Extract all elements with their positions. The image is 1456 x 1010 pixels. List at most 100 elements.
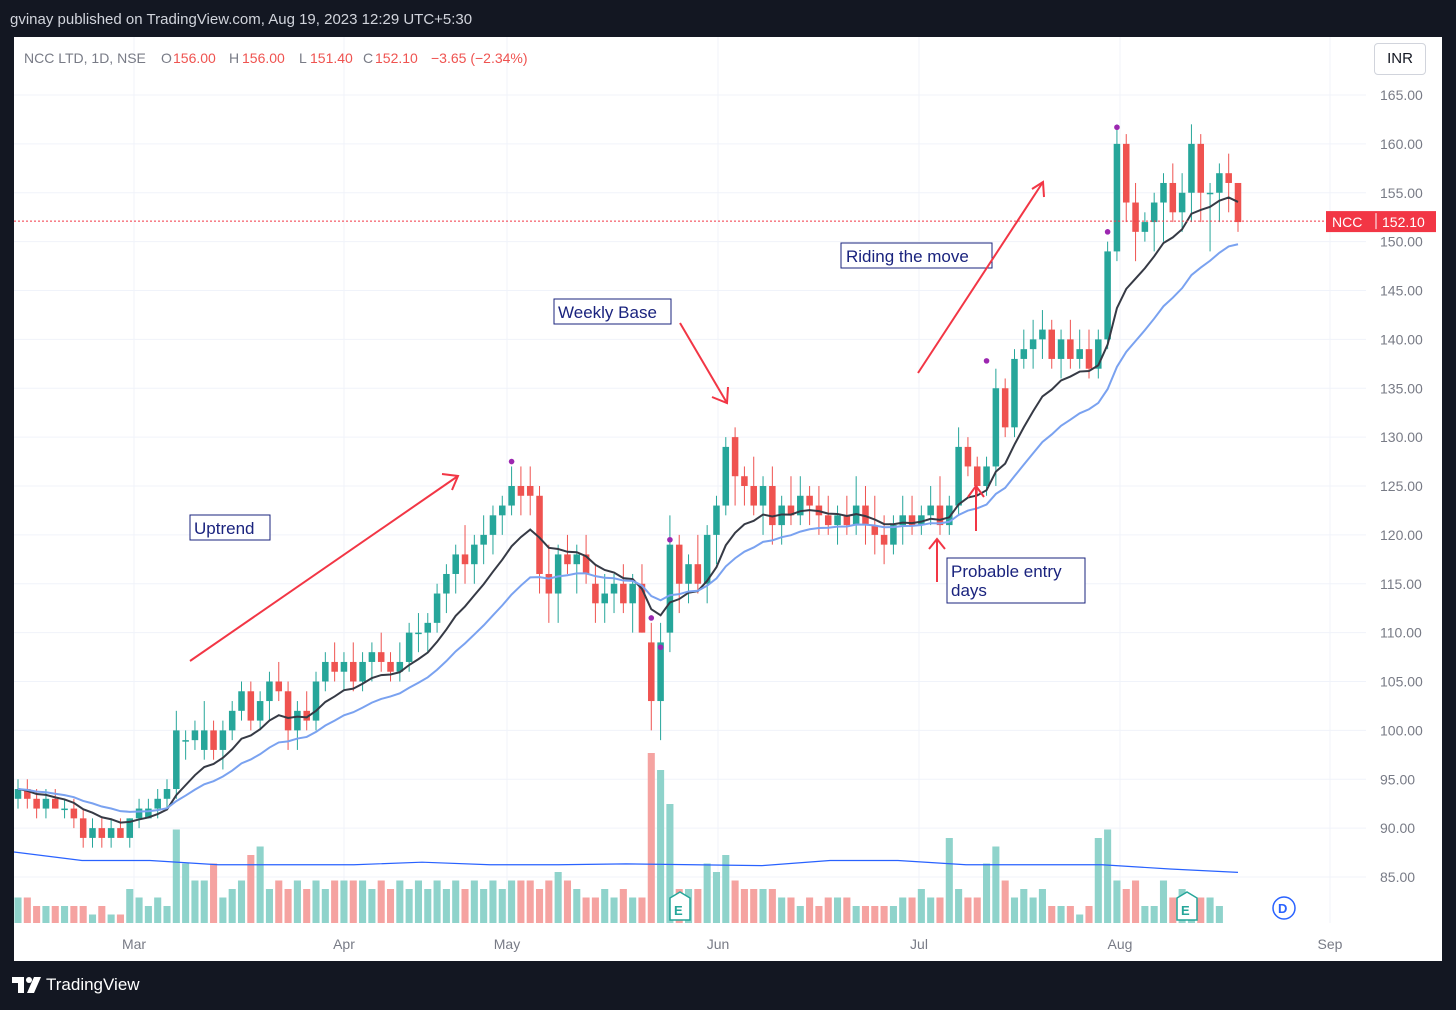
- earnings-marker-2[interactable]: E: [1176, 891, 1198, 921]
- volume-bars: [14, 753, 1223, 923]
- candle-body: [89, 828, 96, 838]
- volume-bar: [601, 889, 609, 923]
- candle-body: [918, 515, 925, 526]
- volume-bar: [424, 889, 432, 923]
- candle-body: [731, 437, 739, 477]
- annotation-riding-the-move[interactable]: Riding the move: [840, 242, 993, 269]
- volume-bar: [1057, 906, 1065, 923]
- candle-body: [322, 661, 329, 682]
- volume-bar: [1197, 897, 1205, 923]
- volume-bar: [321, 889, 329, 923]
- svg-text:E: E: [674, 903, 683, 918]
- price-axis[interactable]: 85.00 90.00 95.00 100.00 105.00 110.00 115.00 1…: [1380, 87, 1423, 885]
- candle-body: [536, 495, 543, 574]
- candle-body: [890, 525, 897, 545]
- candle-body: [573, 554, 581, 565]
- currency-button[interactable]: INR: [1374, 43, 1426, 75]
- signal-dot: [648, 615, 655, 621]
- price-chart[interactable]: NCC LTD, 1D, NSE O 156.00 H 156.00 L 151…: [14, 37, 1442, 961]
- candle-body: [424, 622, 432, 633]
- tradingview-logo-icon: [12, 977, 41, 993]
- volume-bar: [545, 880, 553, 923]
- candle-body: [1011, 358, 1018, 428]
- uptrend-arrow: [189, 475, 459, 662]
- candle-body: [126, 818, 134, 838]
- candle-body: [648, 642, 655, 702]
- candle-body: [1188, 143, 1195, 193]
- volume-bar: [303, 889, 311, 923]
- volume-bar: [1206, 897, 1214, 923]
- candle-body: [359, 661, 366, 682]
- volume-bar: [582, 897, 590, 923]
- volume-bar: [191, 880, 199, 923]
- volume-bar: [927, 897, 935, 923]
- price-tick: 150.00: [1380, 234, 1423, 250]
- volume-bar: [945, 838, 953, 923]
- volume-bar: [908, 897, 916, 923]
- price-tick: 135.00: [1380, 380, 1423, 396]
- volume-bar: [126, 889, 134, 923]
- volume-bar: [228, 889, 236, 923]
- volume-bar: [610, 897, 618, 923]
- candle-body: [191, 730, 199, 741]
- volume-bar: [1215, 906, 1223, 923]
- price-tick: 120.00: [1380, 527, 1423, 543]
- volume-bar: [768, 889, 776, 923]
- time-axis[interactable]: Mar Apr May Jun Jul Aug Sep: [122, 936, 1343, 952]
- annotation-probable-entry[interactable]: Probable entry days: [946, 557, 1086, 604]
- candle-body: [722, 446, 730, 506]
- volume-bar: [1094, 838, 1102, 923]
- candle-body: [666, 544, 674, 633]
- candle-body: [98, 828, 106, 838]
- high-value: 156.00: [242, 50, 285, 66]
- candle-body: [508, 486, 515, 506]
- candle-body: [480, 534, 487, 545]
- candle-body: [685, 564, 692, 584]
- volume-bar: [377, 880, 385, 923]
- publisher-text: gvinay published on TradingView.com, Aug…: [10, 11, 473, 28]
- volume-bar: [629, 897, 637, 923]
- candle-body: [312, 681, 320, 721]
- candle-body: [201, 730, 208, 750]
- candle-body: [759, 486, 767, 506]
- volume-bar: [703, 863, 711, 923]
- candle-body: [70, 808, 78, 819]
- candle-body: [331, 661, 338, 672]
- annotation-uptrend[interactable]: Uptrend: [189, 514, 271, 541]
- publisher-header: gvinay published on TradingView.com, Aug…: [0, 0, 1456, 40]
- candle-body: [955, 446, 962, 506]
- candle-body: [1104, 251, 1111, 340]
- candle-body: [415, 632, 422, 635]
- volume-bar: [973, 897, 981, 923]
- volume-bar: [1038, 889, 1046, 923]
- candle-body: [1095, 339, 1102, 369]
- volume-bar: [554, 872, 562, 923]
- candle-body: [1067, 339, 1074, 359]
- annotation-weekly-base[interactable]: Weekly Base: [553, 298, 672, 325]
- candle-body: [154, 798, 161, 809]
- candle-body: [713, 505, 720, 535]
- dividend-marker[interactable]: D: [1272, 896, 1296, 920]
- candle-body: [210, 730, 217, 750]
- candle-body: [14, 789, 22, 799]
- volume-bar: [964, 897, 972, 923]
- candle-body: [489, 515, 497, 535]
- chart-panel[interactable]: NCC LTD, 1D, NSE O 156.00 H 156.00 L 151…: [14, 37, 1442, 961]
- last-price-tag: NCC 152.10: [1326, 211, 1436, 233]
- earnings-marker-1[interactable]: E: [669, 891, 691, 921]
- candle-body: [517, 486, 525, 496]
- volume-bar: [414, 880, 422, 923]
- price-tick: 100.00: [1380, 722, 1423, 738]
- price-tick: 125.00: [1380, 478, 1423, 494]
- candle-body: [443, 573, 450, 594]
- volume-bar: [843, 897, 851, 923]
- volume-bar: [489, 880, 497, 923]
- time-tick: Mar: [122, 936, 146, 952]
- volume-bar: [1104, 829, 1112, 923]
- low-label: L: [299, 50, 307, 66]
- candle-body: [107, 828, 115, 838]
- volume-bar: [806, 897, 814, 923]
- candle-body: [1020, 349, 1028, 359]
- volume-bar: [657, 770, 665, 923]
- riding-arrowhead: [1031, 180, 1045, 198]
